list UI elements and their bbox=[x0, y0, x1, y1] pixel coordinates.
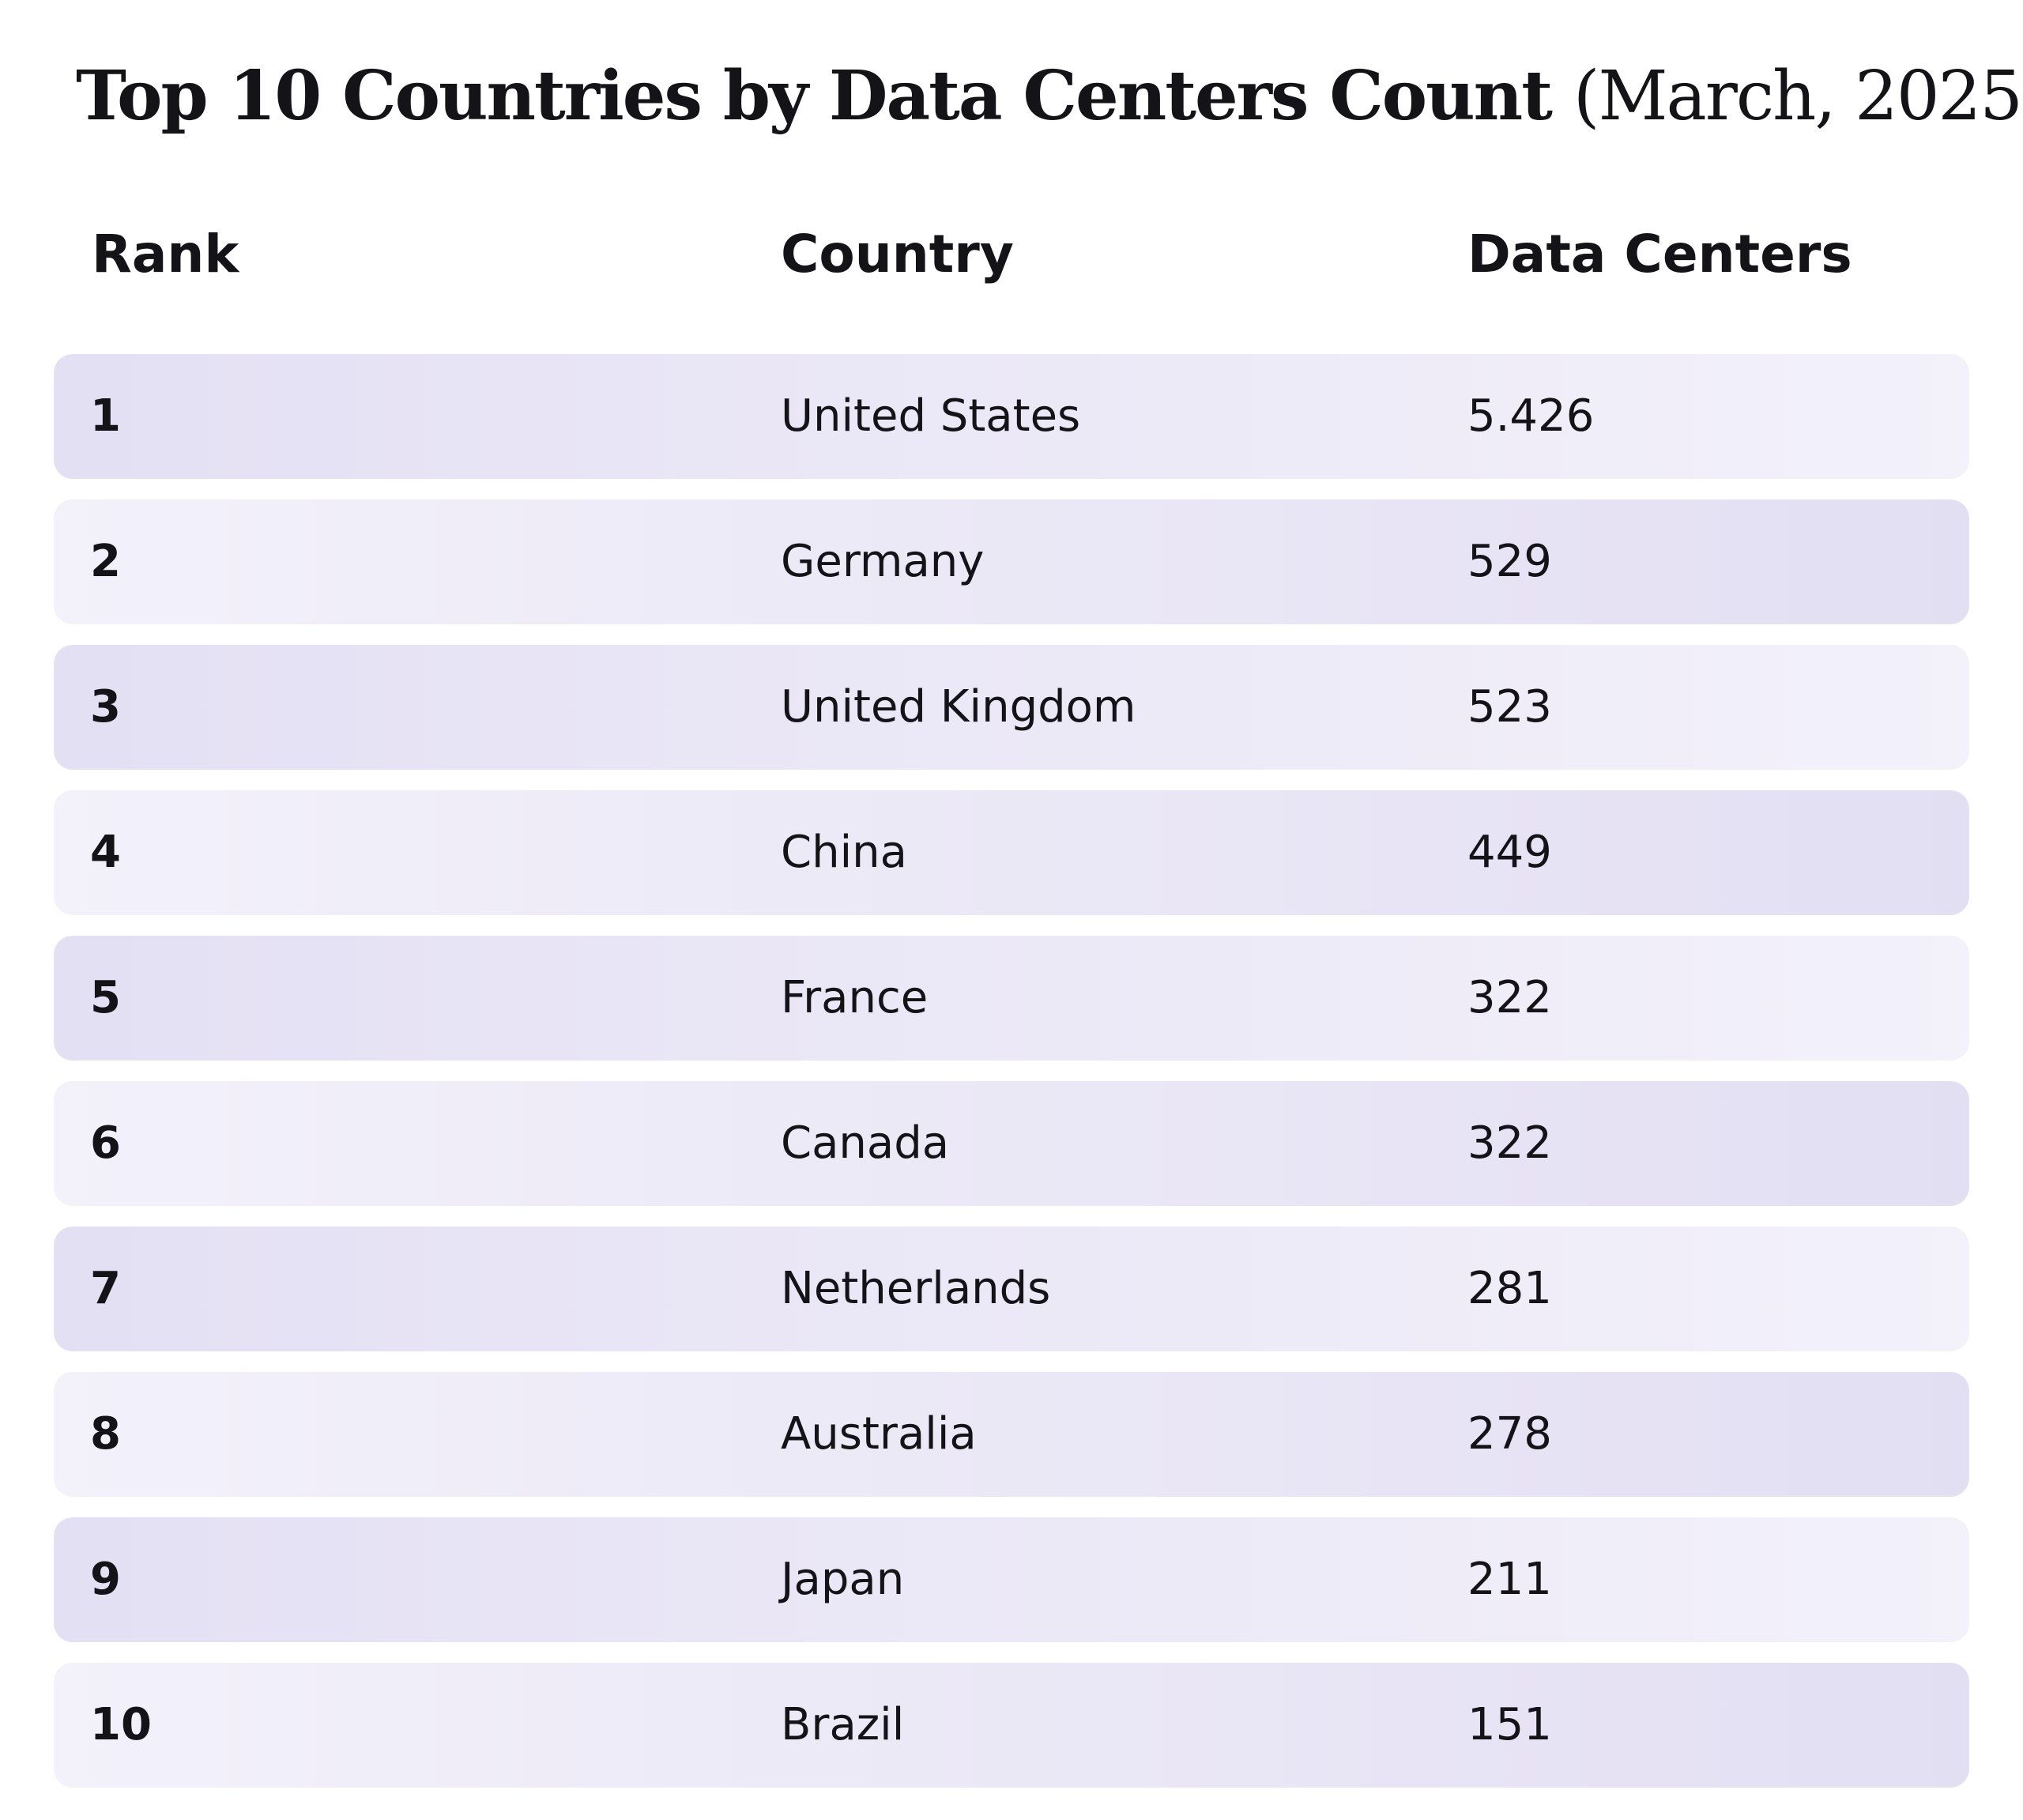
page-title: Top 10 Countries by Data Centers Count (… bbox=[76, 49, 2023, 144]
rank-cell: 4 bbox=[90, 827, 121, 878]
table-row: 5 France 322 bbox=[54, 936, 1969, 1061]
data-centers-cell: 151 bbox=[1467, 1699, 1552, 1750]
table-row: 6 Canada 322 bbox=[54, 1081, 1969, 1206]
data-centers-cell: 281 bbox=[1467, 1263, 1552, 1314]
rank-cell: 8 bbox=[90, 1408, 121, 1460]
table-row: 4 China 449 bbox=[54, 790, 1969, 915]
data-centers-cell: 529 bbox=[1467, 536, 1552, 587]
data-centers-cell: 278 bbox=[1467, 1408, 1552, 1460]
table-row: 1 United States 5.426 bbox=[54, 354, 1969, 479]
header-rank: Rank bbox=[92, 224, 239, 284]
title-main: Top 10 Countries by Data Centers Count bbox=[76, 56, 1553, 136]
country-cell: Netherlands bbox=[781, 1263, 1051, 1314]
table-row: 2 Germany 529 bbox=[54, 499, 1969, 624]
table-row: 10 Brazil 151 bbox=[54, 1663, 1969, 1788]
country-cell: Japan bbox=[781, 1554, 905, 1605]
table-row: 3 United Kingdom 523 bbox=[54, 645, 1969, 770]
country-cell: China bbox=[781, 827, 907, 878]
rank-cell: 7 bbox=[90, 1263, 121, 1314]
data-centers-cell: 449 bbox=[1467, 827, 1552, 878]
data-centers-cell: 211 bbox=[1467, 1554, 1552, 1605]
country-cell: Australia bbox=[781, 1408, 977, 1460]
rank-cell: 1 bbox=[90, 390, 121, 442]
rank-cell: 10 bbox=[90, 1699, 152, 1750]
country-cell: Canada bbox=[781, 1117, 950, 1169]
rank-cell: 5 bbox=[90, 972, 121, 1023]
rank-cell: 9 bbox=[90, 1554, 121, 1605]
table-body: 1 United States 5.426 2 Germany 529 3 Un… bbox=[54, 354, 1969, 1808]
data-centers-cell: 322 bbox=[1467, 972, 1552, 1023]
table-row: 8 Australia 278 bbox=[54, 1372, 1969, 1497]
table-row: 7 Netherlands 281 bbox=[54, 1227, 1969, 1351]
rank-cell: 2 bbox=[90, 536, 121, 587]
country-cell: United Kingdom bbox=[781, 681, 1136, 733]
rank-cell: 3 bbox=[90, 681, 121, 733]
rank-cell: 6 bbox=[90, 1117, 121, 1169]
data-centers-cell: 322 bbox=[1467, 1117, 1552, 1169]
title-date: (March, 2025) bbox=[1573, 57, 2023, 136]
table-header: Rank Country Data Centers bbox=[0, 223, 2023, 286]
country-cell: Germany bbox=[781, 536, 985, 587]
data-centers-cell: 5.426 bbox=[1467, 390, 1595, 442]
header-data-centers: Data Centers bbox=[1467, 224, 1852, 284]
country-cell: United States bbox=[781, 390, 1081, 442]
country-cell: France bbox=[781, 972, 929, 1023]
header-country: Country bbox=[781, 224, 1014, 284]
table-row: 9 Japan 211 bbox=[54, 1517, 1969, 1642]
country-cell: Brazil bbox=[781, 1699, 905, 1750]
data-centers-cell: 523 bbox=[1467, 681, 1552, 733]
